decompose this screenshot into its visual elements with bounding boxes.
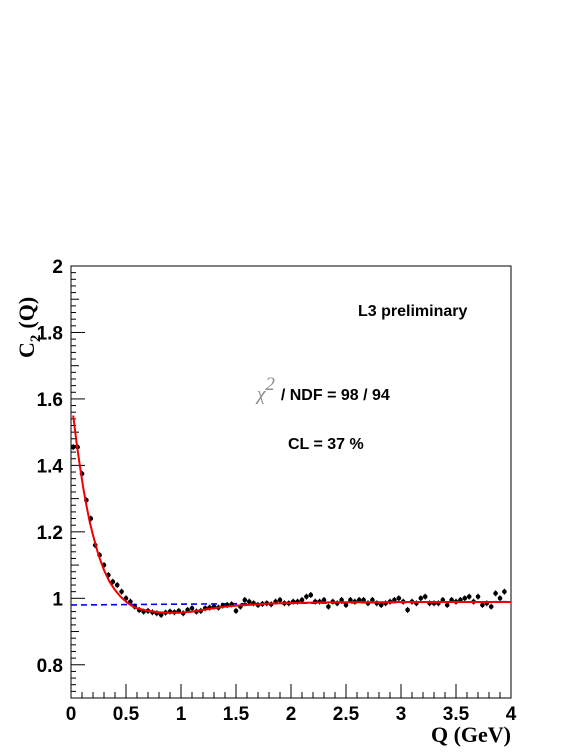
y-tick-label: 1.8: [37, 323, 63, 344]
data-point: [189, 605, 195, 612]
data-point: [326, 603, 331, 610]
x-tick-label: 2.5: [333, 704, 360, 725]
data-point: [493, 590, 498, 597]
y-tick-label: 1.2: [37, 523, 63, 544]
y-tick-label: 1: [52, 589, 63, 610]
x-tick-label: 3.5: [443, 704, 470, 725]
plot-frame: [70, 265, 512, 699]
confidence-level-label: CL = 37 %: [288, 436, 364, 453]
data-point: [418, 595, 424, 602]
data-point: [308, 591, 314, 598]
chi-symbol: χ: [255, 384, 266, 405]
data-point: [119, 588, 124, 595]
x-tick-label: 2: [286, 704, 297, 725]
data-point: [233, 607, 239, 614]
y-axis-title-base: C: [14, 342, 39, 358]
data-point: [246, 598, 252, 605]
data-point: [114, 582, 120, 589]
y-tick-label: 1.4: [37, 456, 64, 477]
y-axis-title-arg: (Q): [14, 297, 39, 329]
data-point: [304, 593, 309, 600]
y-axis-title-subscript: 2: [28, 335, 44, 343]
x-axis-title-unit: (GeV): [454, 722, 511, 747]
x-axis-title: Q (GeV): [431, 722, 511, 747]
data-point: [405, 606, 410, 613]
x-tick-label: 0.5: [113, 704, 140, 725]
y-tick-label: 0.8: [37, 656, 63, 677]
data-point: [396, 595, 402, 602]
chi-square-label: χ2 / NDF = 98 / 94: [255, 374, 390, 405]
data-point: [242, 596, 248, 603]
x-tick-label: 1.5: [223, 704, 250, 725]
data-point: [497, 595, 503, 602]
data-point: [502, 588, 507, 595]
data-point: [70, 444, 76, 451]
data-point: [277, 596, 283, 603]
data-point: [462, 595, 468, 602]
y-tick-label: 1.6: [37, 390, 63, 411]
data-point: [110, 578, 116, 585]
x-tick-label: 4: [506, 704, 517, 725]
x-axis-tick-labels: 0 0.5 1 1.5 2 2.5 3 3.5 4: [66, 704, 517, 725]
data-point: [475, 593, 481, 600]
x-tick-label: 1: [176, 704, 187, 725]
x-axis-ticks: [70, 684, 512, 698]
y-tick-label: 2: [52, 257, 63, 278]
chi-superscript: 2: [265, 374, 275, 395]
fit-curve: [72, 415, 511, 614]
x-axis-title-prefix: Q: [431, 722, 448, 747]
y-axis-tick-labels: 0.8 1 1.2 1.4 1.6 1.8 2: [37, 257, 64, 677]
x-tick-label: 3: [396, 704, 407, 725]
y-axis-ticks: [71, 265, 85, 699]
experiment-label: L3 preliminary: [358, 303, 467, 320]
data-point: [466, 593, 472, 600]
data-points: [70, 444, 507, 618]
chi-ndf-text: / NDF = 98 / 94: [281, 387, 390, 404]
data-point: [488, 603, 494, 610]
y-axis-title: C2 (Q): [14, 297, 44, 358]
x-tick-label: 0: [66, 704, 77, 725]
data-point: [422, 593, 428, 600]
